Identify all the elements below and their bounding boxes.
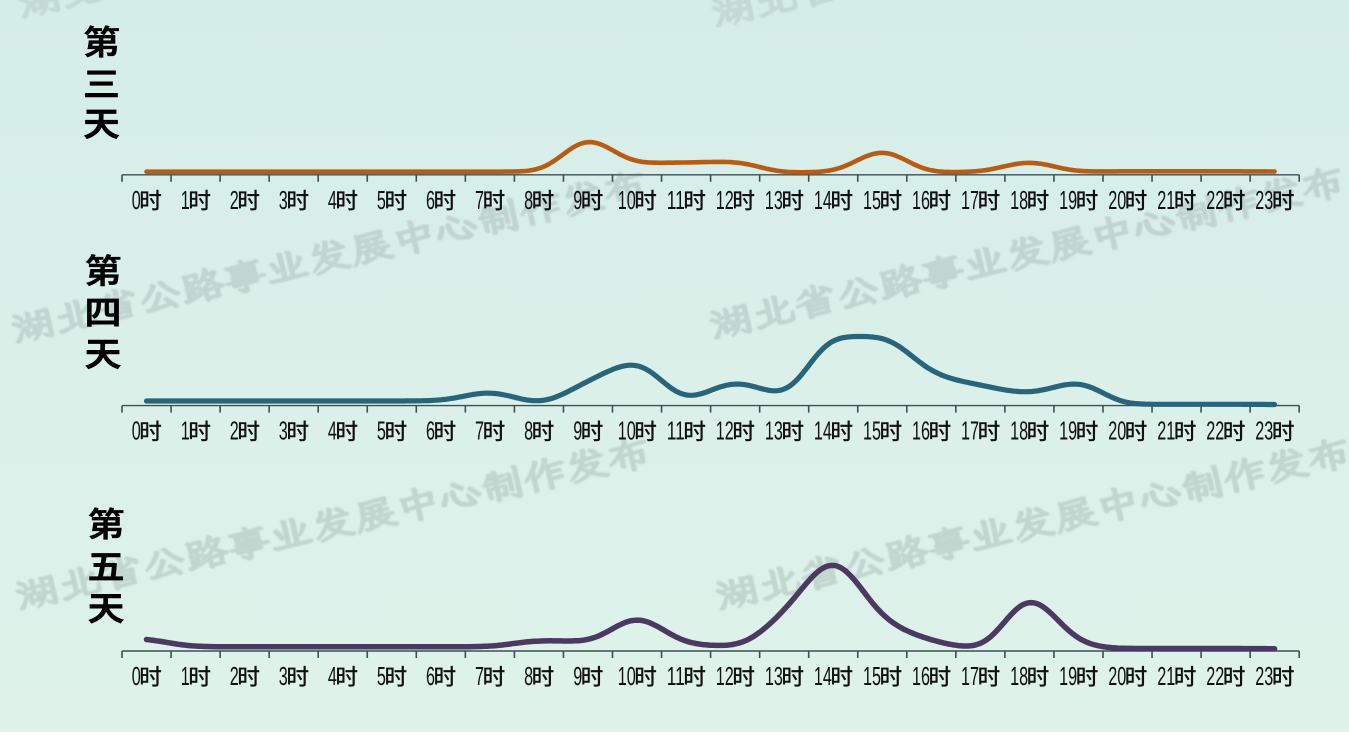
svg-text:4: 4 bbox=[328, 185, 337, 215]
svg-text:15: 15 bbox=[863, 416, 881, 446]
svg-text:5: 5 bbox=[377, 661, 386, 691]
svg-text:19: 19 bbox=[1059, 185, 1077, 215]
svg-text:13: 13 bbox=[765, 661, 783, 691]
svg-text:12: 12 bbox=[716, 185, 734, 215]
svg-text:0: 0 bbox=[132, 661, 141, 691]
svg-text:0: 0 bbox=[132, 416, 141, 446]
svg-text:7: 7 bbox=[475, 416, 484, 446]
svg-text:18: 18 bbox=[1010, 185, 1028, 215]
svg-text:20: 20 bbox=[1108, 185, 1126, 215]
svg-text:9: 9 bbox=[573, 416, 582, 446]
svg-text:9: 9 bbox=[573, 661, 582, 691]
svg-text:18: 18 bbox=[1010, 416, 1028, 446]
svg-text:2: 2 bbox=[230, 185, 239, 215]
svg-text:12: 12 bbox=[716, 416, 734, 446]
svg-text:13: 13 bbox=[765, 416, 783, 446]
svg-text:17: 17 bbox=[961, 185, 979, 215]
svg-text:19: 19 bbox=[1059, 661, 1077, 691]
svg-text:10: 10 bbox=[618, 416, 636, 446]
svg-text:10: 10 bbox=[618, 661, 636, 691]
svg-text:22: 22 bbox=[1206, 185, 1224, 215]
svg-text:11: 11 bbox=[667, 661, 685, 691]
svg-text:5: 5 bbox=[377, 416, 386, 446]
svg-text:10: 10 bbox=[618, 185, 636, 215]
svg-text:14: 14 bbox=[814, 661, 832, 691]
svg-text:3: 3 bbox=[279, 416, 288, 446]
svg-text:16: 16 bbox=[912, 416, 930, 446]
svg-text:5: 5 bbox=[377, 185, 386, 215]
svg-text:13: 13 bbox=[765, 185, 783, 215]
svg-text:12: 12 bbox=[716, 661, 734, 691]
svg-text:20: 20 bbox=[1108, 661, 1126, 691]
svg-text:8: 8 bbox=[524, 185, 533, 215]
svg-text:18: 18 bbox=[1010, 661, 1028, 691]
svg-text:2: 2 bbox=[230, 416, 239, 446]
svg-text:0: 0 bbox=[132, 185, 141, 215]
svg-text:1: 1 bbox=[181, 185, 190, 215]
svg-text:14: 14 bbox=[814, 416, 832, 446]
svg-text:23: 23 bbox=[1255, 661, 1273, 691]
svg-text:6: 6 bbox=[426, 185, 435, 215]
svg-text:15: 15 bbox=[863, 661, 881, 691]
svg-text:9: 9 bbox=[573, 185, 582, 215]
svg-text:6: 6 bbox=[426, 416, 435, 446]
svg-text:7: 7 bbox=[475, 185, 484, 215]
svg-text:23: 23 bbox=[1255, 416, 1273, 446]
svg-text:17: 17 bbox=[961, 661, 979, 691]
svg-text:23: 23 bbox=[1255, 185, 1273, 215]
svg-text:3: 3 bbox=[279, 185, 288, 215]
svg-text:7: 7 bbox=[475, 661, 484, 691]
svg-text:21: 21 bbox=[1157, 416, 1175, 446]
svg-text:22: 22 bbox=[1206, 661, 1224, 691]
svg-text:3: 3 bbox=[279, 661, 288, 691]
svg-text:15: 15 bbox=[863, 185, 881, 215]
svg-text:2: 2 bbox=[230, 661, 239, 691]
svg-text:20: 20 bbox=[1108, 416, 1126, 446]
svg-text:6: 6 bbox=[426, 661, 435, 691]
svg-text:16: 16 bbox=[912, 661, 930, 691]
svg-text:1: 1 bbox=[181, 661, 190, 691]
svg-text:4: 4 bbox=[328, 416, 337, 446]
svg-text:1: 1 bbox=[181, 416, 190, 446]
svg-text:16: 16 bbox=[912, 185, 930, 215]
svg-text:14: 14 bbox=[814, 185, 832, 215]
svg-text:8: 8 bbox=[524, 416, 533, 446]
svg-text:11: 11 bbox=[667, 416, 685, 446]
svg-text:22: 22 bbox=[1206, 416, 1224, 446]
svg-text:21: 21 bbox=[1157, 185, 1175, 215]
svg-text:4: 4 bbox=[328, 661, 337, 691]
svg-text:17: 17 bbox=[961, 416, 979, 446]
svg-text:8: 8 bbox=[524, 661, 533, 691]
svg-text:11: 11 bbox=[667, 185, 685, 215]
svg-text:21: 21 bbox=[1157, 661, 1175, 691]
svg-text:19: 19 bbox=[1059, 416, 1077, 446]
